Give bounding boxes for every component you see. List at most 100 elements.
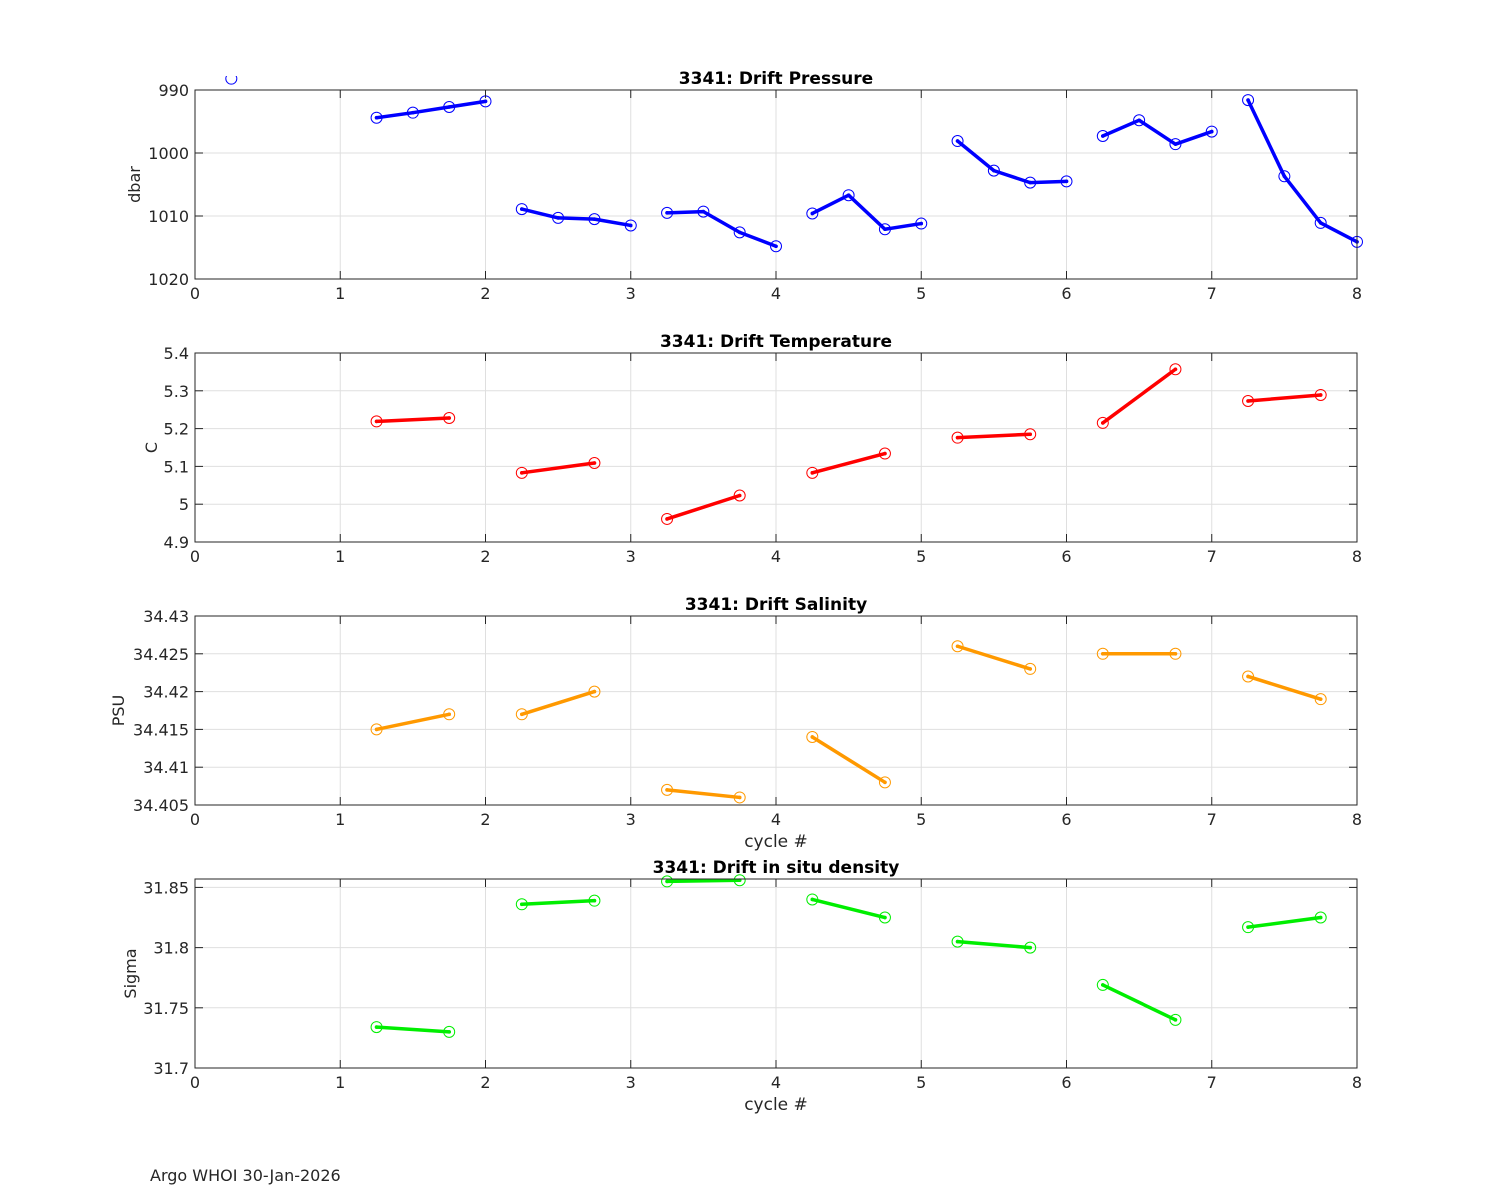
data-point-dot (846, 193, 851, 198)
data-point (878, 447, 891, 460)
data-point-dot (374, 727, 379, 732)
chart-title: 3341: Drift in situ density (653, 858, 900, 878)
data-point (370, 1021, 383, 1034)
data-point-dot (1246, 925, 1250, 929)
data-point-dot (592, 689, 597, 694)
y-tick-label: 990 (158, 81, 189, 100)
series-line (810, 451, 887, 475)
data-point (1060, 175, 1073, 188)
x-tick-label: 7 (1207, 1073, 1217, 1092)
series-line (1246, 674, 1323, 701)
data-point (915, 217, 928, 230)
data-point (1242, 94, 1255, 107)
x-tick-label: 5 (916, 547, 926, 566)
data-point (588, 213, 601, 226)
data-point (733, 874, 746, 887)
y-tick-label: 34.405 (133, 796, 189, 815)
data-point (1133, 114, 1146, 127)
data-point (1242, 921, 1255, 934)
data-point-dot (1173, 652, 1178, 656)
data-point (370, 415, 383, 428)
data-point-dot (1173, 142, 1178, 146)
data-point-dot (556, 216, 560, 220)
data-point-dot (1246, 98, 1250, 102)
x-tick-label: 4 (771, 284, 781, 303)
x-tick-label: 5 (916, 810, 926, 829)
drift-density-panel: 0 1 2 3 4 5 6 7 8 31.7 31.75 31.8 31.85 3341: Drift i… (121, 858, 1362, 1115)
data-point-dot (1173, 367, 1178, 372)
data-point (1096, 129, 1109, 142)
data-point (1169, 138, 1182, 151)
data-point-dot (810, 897, 815, 902)
data-point-dot (883, 227, 887, 232)
x-tick-label: 1 (335, 810, 345, 829)
footer-credit: Argo WHOI 30-Jan-2026 (150, 1166, 341, 1185)
data-point (515, 203, 528, 216)
y-axis-label: PSU (109, 695, 128, 727)
data-point (588, 456, 601, 469)
data-point (661, 875, 674, 888)
x-tick-label: 4 (771, 547, 781, 566)
data-point-dot (1101, 652, 1105, 656)
data-series (370, 640, 1327, 804)
x-tick-label: 4 (771, 810, 781, 829)
x-axis-label: cycle # (744, 832, 808, 852)
data-point (1169, 363, 1182, 376)
drift-pressure-panel: 0 1 2 3 4 5 6 7 8 990 1000 1010 1020 3341: Drift Pres… (125, 69, 1363, 303)
drift-temperature-panel: 0 1 2 3 4 5 6 7 8 4.9 5 5.1 5.2 5.3 5.4 3341: Drift Tem… (142, 332, 1362, 566)
x-tick-label: 6 (1061, 810, 1071, 829)
series-line (810, 193, 923, 231)
data-point (1096, 647, 1109, 660)
data-point (1096, 416, 1109, 429)
data-point (443, 1025, 456, 1038)
series-line (665, 878, 742, 884)
x-tick-label: 7 (1207, 284, 1217, 303)
data-point-dot (1246, 399, 1250, 403)
data-point-dot (665, 788, 669, 792)
data-point (733, 791, 746, 804)
data-point (1169, 647, 1182, 660)
data-point (806, 466, 819, 479)
x-tick-label: 8 (1352, 810, 1362, 829)
series-line (374, 1025, 451, 1034)
series-line (665, 209, 778, 248)
data-point (370, 723, 383, 736)
data-point-dot (919, 221, 924, 226)
data-point-dot (1173, 1018, 1178, 1022)
x-tick-label: 3 (626, 547, 636, 566)
y-tick-label: 31.8 (153, 939, 189, 958)
data-series (225, 76, 1363, 253)
data-point-dot (810, 211, 815, 216)
data-point-dot (1028, 667, 1032, 671)
data-point (1314, 216, 1327, 229)
data-point (661, 783, 674, 796)
data-point-dot (1282, 174, 1287, 179)
data-point (1314, 693, 1327, 706)
data-point-dot (1137, 118, 1141, 123)
data-series (370, 874, 1327, 1038)
data-point-dot (447, 416, 451, 420)
y-tick-label: 1020 (148, 270, 189, 289)
data-point-dot (810, 471, 815, 475)
data-point (770, 240, 782, 253)
data-point (443, 412, 456, 425)
x-tick-label: 5 (916, 284, 926, 303)
data-point (1024, 176, 1037, 189)
series-line (374, 416, 451, 424)
data-point-dot (1209, 129, 1214, 134)
data-point (1024, 428, 1037, 441)
data-point (515, 708, 528, 721)
x-tick-label: 2 (480, 810, 490, 829)
x-tick-label: 3 (626, 284, 636, 303)
series-line (955, 644, 1032, 671)
y-tick-label: 1010 (148, 207, 189, 226)
x-tick-label: 1 (335, 547, 345, 566)
data-point-dot (1028, 180, 1032, 185)
x-tick-label: 1 (335, 1073, 345, 1092)
series-line (955, 139, 1069, 185)
y-tick-label: 31.7 (153, 1059, 189, 1078)
data-point-dot (1318, 915, 1323, 920)
series-line (1101, 367, 1178, 425)
y-tick-label: 4.9 (164, 533, 189, 552)
data-point (443, 708, 456, 721)
